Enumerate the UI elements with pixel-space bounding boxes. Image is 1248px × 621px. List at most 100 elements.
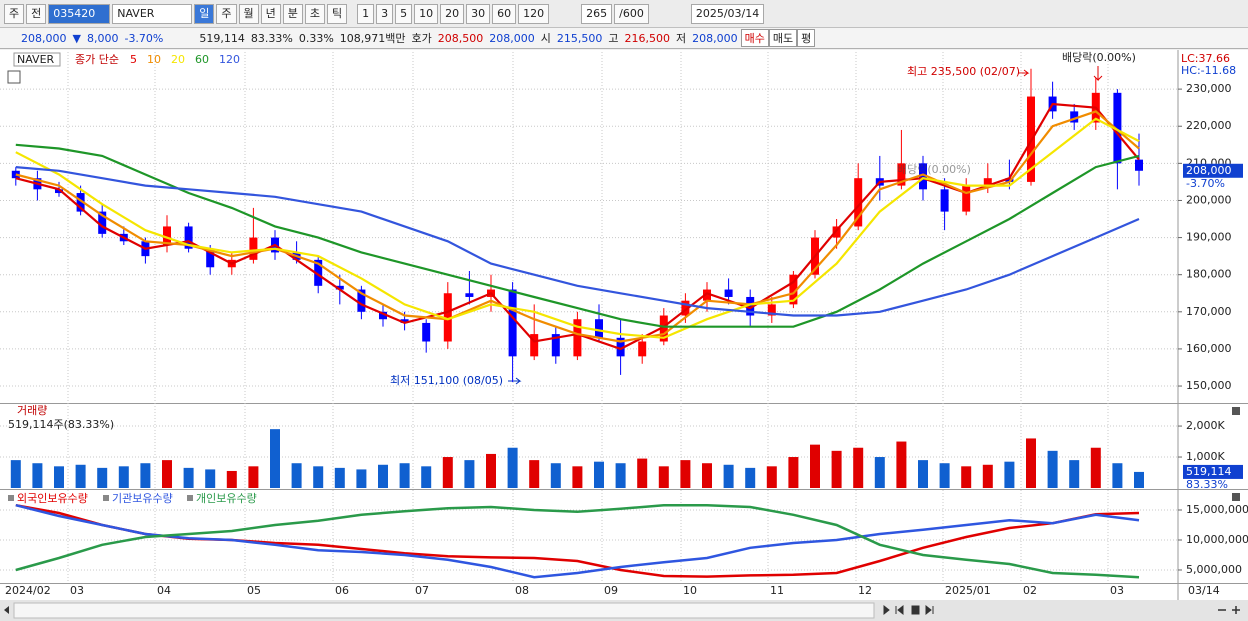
volume-bar	[1090, 447, 1101, 488]
volume-bar	[442, 457, 453, 488]
candle-body	[422, 322, 431, 342]
hc-label: HC:-11.68	[1181, 64, 1236, 77]
last-price-label: 208,000	[1186, 164, 1232, 177]
chart-title: NAVER	[17, 53, 55, 66]
x-axis-label: 03	[70, 584, 84, 597]
x-axis-label: 07	[415, 584, 429, 597]
volume-bar	[464, 460, 475, 488]
y-tick-label: 190,000	[1186, 231, 1232, 244]
toolbar-button[interactable]: 5	[395, 3, 413, 24]
quote-field: ▼	[72, 31, 81, 45]
dividend-arrow	[1093, 66, 1103, 82]
candle-body	[962, 185, 971, 212]
volume-bar	[615, 463, 626, 488]
candle-body	[767, 304, 776, 316]
toolbar-button[interactable]: 월	[238, 3, 259, 24]
candle-body	[573, 319, 582, 357]
legend-entry: 20	[171, 53, 185, 66]
x-axis-label: 11	[770, 584, 784, 597]
annotation: 최고 235,500 (02/07)	[907, 65, 1020, 78]
toolbar-button[interactable]: 년	[260, 3, 281, 24]
x-axis-label: 09	[604, 584, 618, 597]
quote-field: 215,500	[556, 31, 603, 45]
last-price-box	[1183, 163, 1243, 178]
volume-bar	[637, 458, 648, 488]
toolbar-button[interactable]: 035420	[48, 3, 111, 24]
volume-bar	[226, 470, 237, 488]
legend-swatch	[103, 495, 109, 501]
toolbar-button[interactable]: NAVER	[112, 3, 193, 24]
toolbar-button[interactable]: 1	[357, 3, 375, 24]
toolbar-button[interactable]: 60	[492, 3, 517, 24]
candle-body	[940, 189, 949, 212]
toolbar-button[interactable]: 30	[466, 3, 491, 24]
quote-field: 저	[676, 32, 687, 45]
candle-body	[551, 334, 560, 357]
volume-bar	[486, 453, 496, 488]
last-volume-box	[1183, 464, 1243, 479]
toolbar-button[interactable]: 20	[440, 3, 465, 24]
legend-box	[13, 52, 61, 67]
toolbar-button[interactable]: 틱	[327, 3, 348, 24]
candle-body	[11, 170, 20, 179]
low-arrow	[508, 377, 522, 385]
zoom-buttons[interactable]	[1218, 606, 1240, 614]
y-tick-label: 5,000,000	[1186, 563, 1242, 576]
volume-bar	[594, 461, 604, 488]
quote-field[interactable]: 매도	[768, 29, 798, 47]
volume-bar	[399, 463, 410, 488]
toolbar-button[interactable]: 265	[581, 3, 613, 24]
moving-average	[15, 117, 1140, 339]
toolbar-button[interactable]: 2025/03/14	[690, 3, 765, 24]
moving-average	[15, 110, 1140, 343]
playback-buttons[interactable]	[883, 604, 934, 616]
candle-body	[638, 341, 647, 357]
quote-field[interactable]: 매수	[740, 29, 769, 47]
toolbar-button[interactable]: 10	[414, 3, 439, 24]
volume-bar	[10, 460, 21, 488]
volume-bar	[572, 466, 583, 488]
quote-field[interactable]: 평	[797, 29, 816, 47]
volume-bar	[162, 460, 172, 488]
scroll-track[interactable]	[13, 602, 875, 619]
volume-bar	[421, 466, 432, 488]
last-volume-label: 519,114	[1186, 465, 1232, 478]
volume-bar	[205, 469, 216, 488]
volume-bar	[1026, 438, 1036, 488]
volume-bar	[853, 447, 864, 488]
toolbar-button[interactable]: 일	[194, 3, 215, 24]
quote-bar: 208,000 ▼ 8,000 -3.70% 519,114 83.33% 0.33% 108…	[0, 28, 1248, 49]
volume-bar	[118, 466, 129, 488]
quote-field: 83.33%	[250, 31, 293, 45]
volume-bar	[961, 466, 972, 488]
volume-bar	[1134, 471, 1144, 488]
quote-field: 216,500	[624, 31, 671, 45]
candle-body	[314, 259, 323, 286]
toolbar-button[interactable]: 주	[216, 3, 237, 24]
panel-title: 거래량	[17, 404, 47, 417]
candle-body	[1005, 178, 1014, 182]
toolbar-button[interactable]: 전	[26, 3, 47, 24]
toolbar-button[interactable]: 3	[376, 3, 394, 24]
table-icon[interactable]	[7, 70, 21, 84]
toolbar-button[interactable]: 분	[282, 3, 303, 24]
volume-bar	[248, 466, 259, 488]
candle-body	[98, 211, 107, 234]
candle-body	[1135, 159, 1143, 171]
volume-bar	[680, 460, 691, 488]
candle-body	[400, 319, 409, 323]
x-axis-label: 12	[858, 584, 872, 597]
annotation: 최저 151,100 (08/05)	[390, 374, 503, 387]
toolbar-button[interactable]: 주	[4, 3, 25, 24]
y-tick-label: 15,000,000	[1186, 503, 1248, 516]
toolbar-button[interactable]: /600	[614, 3, 649, 24]
toolbar-button[interactable]: 초	[304, 3, 325, 24]
toolbar-button[interactable]: 120	[518, 3, 550, 24]
quote-field: 208,000	[21, 31, 67, 45]
volume-bar	[874, 457, 885, 488]
legend-entry: 10	[147, 53, 161, 66]
x-axis-label: 04	[157, 584, 171, 597]
scroll-left[interactable]	[4, 606, 9, 614]
x-axis-label: 02	[1023, 584, 1037, 597]
